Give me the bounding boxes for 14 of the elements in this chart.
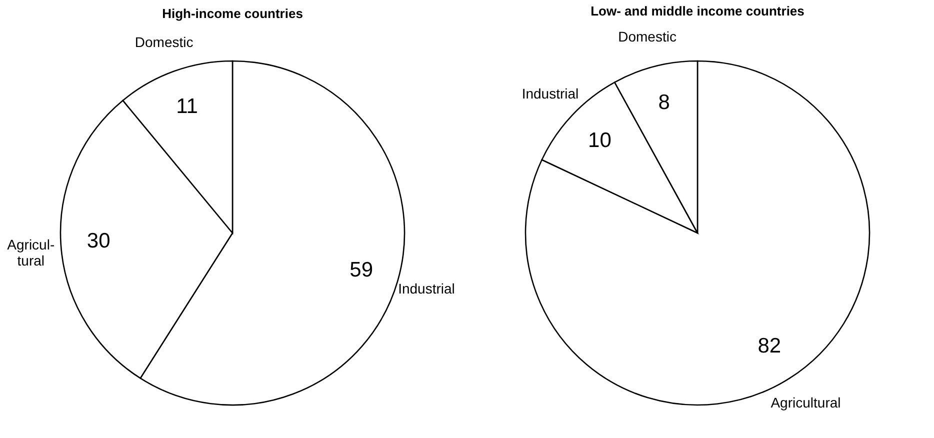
data-label: 8	[658, 91, 670, 114]
chart-title: High-income countries	[162, 6, 303, 21]
slice-label: Industrial	[522, 86, 579, 102]
slice-label: Agricul- tural	[7, 236, 55, 269]
slice-label: Domestic	[134, 34, 194, 50]
data-label: 82	[758, 334, 782, 358]
slice-label: Industrial	[398, 280, 455, 296]
slice-label: Domestic	[618, 28, 676, 44]
data-label: 11	[176, 94, 198, 118]
slice-label: Agricultural	[770, 394, 841, 411]
data-label: 10	[588, 129, 612, 152]
data-label: 59	[350, 258, 374, 282]
chart-title: Low- and middle income countries	[590, 3, 804, 18]
data-label: 30	[86, 229, 110, 252]
